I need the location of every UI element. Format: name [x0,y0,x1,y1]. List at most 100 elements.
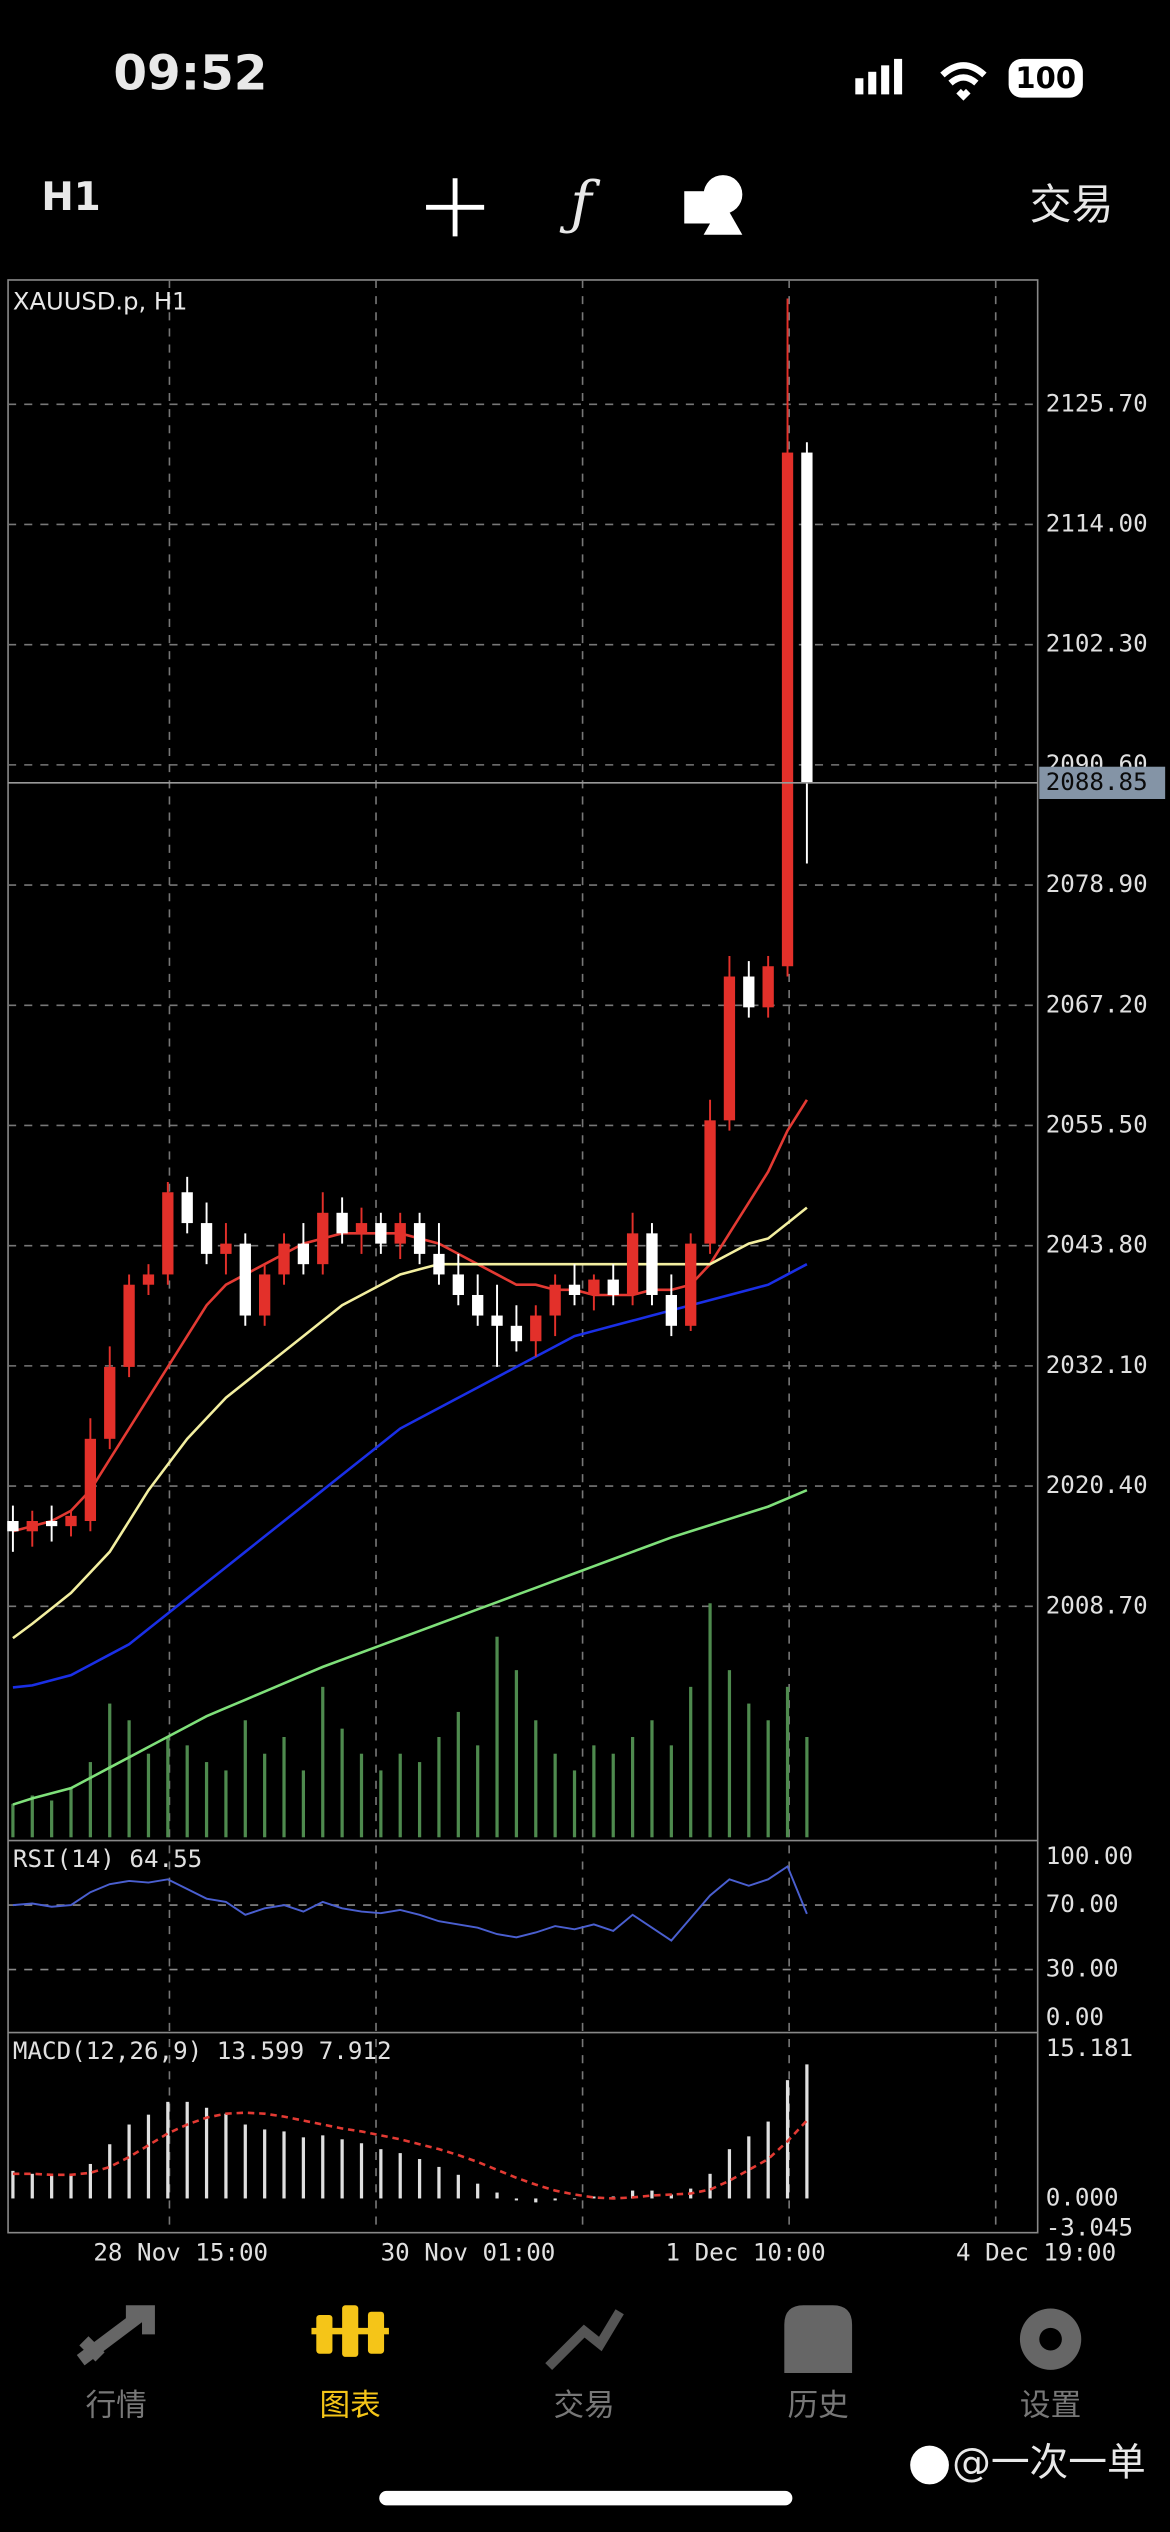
macd-bar [572,2198,577,2200]
nav-label[interactable]: 历史 [788,2388,849,2423]
chart-icon[interactable] [311,2305,389,2357]
volume-bar [785,1686,790,1838]
volume-bar [630,1736,635,1838]
macd-bar [708,2173,712,2199]
candle-body [7,1521,19,1532]
macd-bar [30,2173,34,2199]
nav-label[interactable]: 设置 [1020,2388,1081,2423]
candle-body [588,1279,600,1295]
y-tick-label: 100.00 [1046,1842,1133,1870]
history-icon[interactable] [784,2305,853,2374]
y-tick-label: 2008.70 [1046,1591,1148,1619]
candle-body [394,1223,406,1244]
macd-bar [185,2101,189,2199]
trade-button[interactable]: 交易 [1030,180,1114,229]
candle-body [181,1192,193,1224]
volume-bar [650,1720,654,1838]
candle-body [626,1233,639,1295]
volume-bar [805,1736,809,1838]
volume-bar [263,1753,267,1838]
volume-bar [476,1745,480,1838]
macd-bar [321,2135,325,2199]
macd-bar [282,2131,286,2199]
candle-body [704,1120,716,1244]
candle-body [220,1243,232,1254]
moving-average [12,1488,808,1806]
macd-bar [592,2196,596,2199]
volume-bar [592,1745,596,1838]
quotes-icon[interactable] [76,2305,155,2366]
candle-body [104,1366,116,1439]
volume-bar [30,1795,34,1838]
rsi-line [12,1864,808,1942]
candle-body [200,1223,213,1254]
volume-bar [708,1603,712,1838]
volume-bar [572,1770,577,1838]
timeframe-button[interactable]: H1 [41,175,100,220]
y-tick-label: 2043.80 [1046,1231,1148,1259]
candle-body [355,1223,368,1234]
y-tick-label: 2067.20 [1046,990,1148,1018]
nav-label[interactable]: 行情 [86,2388,147,2423]
candle-body [65,1515,77,1527]
macd-bar [69,2174,73,2199]
macd-bar [495,2192,499,2199]
volume-bar [340,1728,344,1838]
macd-bar [747,2136,751,2199]
y-tick-label: 2102.30 [1046,630,1148,658]
macd-signal [12,2111,808,2200]
candle-body [781,452,794,967]
objects-button[interactable] [684,175,743,235]
volume-bar [495,1636,499,1838]
crosshair-button[interactable] [426,178,485,237]
volume-bar [127,1720,131,1838]
candle-body [239,1243,251,1316]
signal-icon [855,58,903,95]
current-price-label: 2088.85 [1046,768,1148,796]
clock: 09:52 [113,46,267,102]
y-tick-label: 2055.50 [1046,1110,1148,1138]
macd-bar [417,2159,422,2199]
volume-bar [379,1770,383,1838]
y-tick-label: 2114.00 [1046,509,1148,537]
volume-bar [108,1703,112,1838]
chart-frame [7,279,1039,2234]
x-label: 4 Dec 19:00 [956,2239,1116,2267]
macd-bar [243,2124,247,2199]
x-label: 30 Nov 01:00 [381,2239,556,2267]
macd-bar [456,2174,460,2199]
nav-bar [76,2305,1082,2374]
macd-bar [146,2114,151,2199]
volume-bar [185,1745,189,1838]
candle-body [491,1315,503,1326]
macd-bar [263,2129,267,2199]
macd-title: MACD(12,26,9) 13.599 7.912 [13,2037,392,2065]
volume-bar [50,1800,54,1838]
macd-bar [166,2101,170,2199]
volume-bar [321,1686,325,1838]
nav-label[interactable]: 交易 [554,2388,615,2423]
trade-icon[interactable] [545,2309,624,2371]
candle-body [530,1315,542,1342]
macd-bar [398,2153,402,2199]
volume-bar [514,1670,519,1838]
chart-title: XAUUSD.p, H1 [13,288,188,316]
candle-body [607,1279,619,1295]
macd-bar [553,2198,557,2201]
y-tick-label: 15.181 [1046,2034,1133,2062]
y-tick-label: 0.000 [1046,2183,1119,2211]
y-tick-label: 2032.10 [1046,1351,1148,1379]
volume-bar [534,1720,538,1838]
candle-body [123,1284,135,1367]
moving-average [12,1099,808,1533]
volume-bar [146,1753,151,1838]
y-tick-label: 0.00 [1046,2003,1104,2031]
watermark-icon [910,2445,949,2485]
nav-label[interactable]: 图表 [320,2388,381,2423]
volume-bar [11,1803,15,1838]
candle-body [723,976,736,1121]
macd-bar [514,2198,519,2201]
macd-bar [669,2194,673,2199]
indicator-button[interactable]: ƒ [559,168,601,236]
